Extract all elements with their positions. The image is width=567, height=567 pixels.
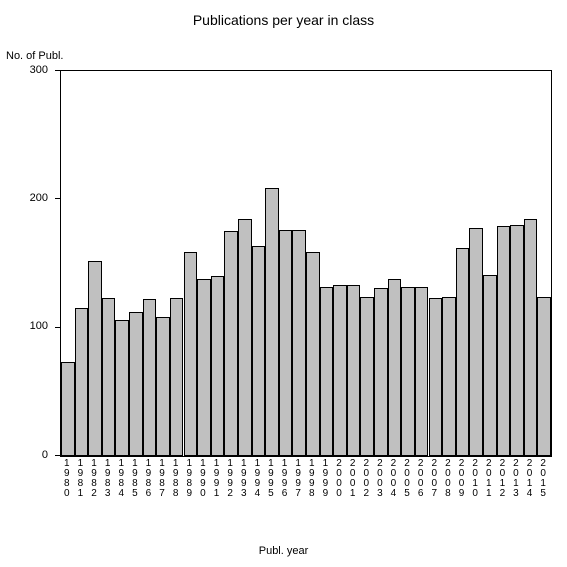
xtick-label: 1987	[155, 459, 169, 499]
bar	[456, 248, 470, 456]
xtick-label: 2005	[400, 459, 414, 499]
xtick-label: 1994	[251, 459, 265, 499]
xtick-label: 1982	[87, 459, 101, 499]
xtick-label: 2014	[523, 459, 537, 499]
xtick-label: 2000	[332, 459, 346, 499]
bar	[102, 298, 116, 456]
xtick-label: 1995	[264, 459, 278, 499]
xtick-label: 1981	[74, 459, 88, 499]
plot-area	[60, 70, 552, 457]
xtick-label: 1993	[237, 459, 251, 499]
ytick-label: 300	[0, 64, 48, 76]
bar	[279, 230, 293, 456]
xtick-label: 2008	[441, 459, 455, 499]
bar	[115, 320, 129, 456]
bar	[360, 297, 374, 456]
xtick-label: 1984	[114, 459, 128, 499]
bar	[252, 246, 266, 456]
bar	[497, 226, 511, 456]
bar	[129, 312, 143, 456]
bar	[61, 362, 75, 456]
bar	[197, 279, 211, 456]
bar	[224, 231, 238, 456]
ytick-label: 200	[0, 192, 48, 204]
xtick-label: 1996	[278, 459, 292, 499]
xtick-label: 2002	[359, 459, 373, 499]
bar	[388, 279, 402, 456]
bar	[320, 287, 334, 456]
bar	[483, 275, 497, 456]
bar	[510, 225, 524, 456]
xtick-label: 2001	[346, 459, 360, 499]
xtick-label: 1997	[291, 459, 305, 499]
y-axis-label: No. of Publ.	[6, 50, 63, 62]
ytick-mark	[55, 198, 60, 199]
xtick-label: 1983	[101, 459, 115, 499]
bar	[374, 288, 388, 456]
xtick-label: 1992	[223, 459, 237, 499]
ytick-label: 0	[0, 449, 48, 461]
bar	[347, 285, 361, 456]
xtick-label: 2007	[428, 459, 442, 499]
xtick-label: 1998	[305, 459, 319, 499]
x-axis-label: Publ. year	[0, 545, 567, 557]
xtick-label: 1991	[210, 459, 224, 499]
xtick-label: 2006	[414, 459, 428, 499]
xtick-label: 1999	[319, 459, 333, 499]
bar	[401, 287, 415, 456]
bar	[524, 219, 538, 456]
bar	[143, 299, 157, 456]
xtick-label: 2012	[496, 459, 510, 499]
bar	[88, 261, 102, 456]
bar	[156, 317, 170, 456]
chart-title: Publications per year in class	[0, 12, 567, 28]
bar	[537, 297, 551, 456]
bar	[265, 188, 279, 456]
xtick-label: 2009	[455, 459, 469, 499]
xtick-label: 1989	[183, 459, 197, 499]
xtick-label: 1980	[60, 459, 74, 499]
bar	[211, 276, 225, 456]
bar	[469, 228, 483, 456]
xtick-label: 2004	[387, 459, 401, 499]
bar	[333, 285, 347, 456]
ytick-mark	[55, 70, 60, 71]
bar	[415, 287, 429, 456]
bar	[184, 252, 198, 456]
xtick-label: 2011	[482, 459, 496, 499]
xtick-label: 2010	[468, 459, 482, 499]
bar	[170, 298, 184, 456]
ytick-label: 100	[0, 320, 48, 332]
xtick-label: 1988	[169, 459, 183, 499]
ytick-mark	[55, 327, 60, 328]
chart-container: Publications per year in class No. of Pu…	[0, 0, 567, 567]
xtick-label: 2015	[536, 459, 550, 499]
bar	[292, 230, 306, 456]
xtick-label: 1986	[142, 459, 156, 499]
bar	[75, 308, 89, 456]
xtick-label: 1990	[196, 459, 210, 499]
ytick-mark	[55, 455, 60, 456]
bar	[238, 219, 252, 456]
xtick-label: 2013	[509, 459, 523, 499]
bar	[442, 297, 456, 456]
xtick-label: 2003	[373, 459, 387, 499]
xtick-label: 1985	[128, 459, 142, 499]
bar	[429, 298, 443, 456]
bar	[306, 252, 320, 456]
